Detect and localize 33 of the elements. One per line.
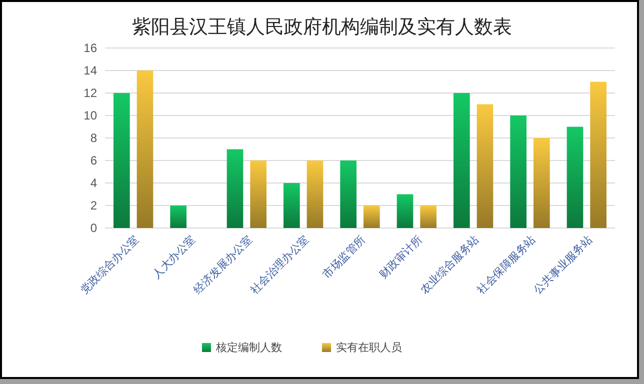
y-tick-label: 14 (84, 64, 98, 78)
bar (364, 206, 380, 228)
bar (306, 160, 324, 228)
bar (396, 194, 414, 228)
y-tick-label: 8 (90, 131, 98, 145)
y-tick-label: 10 (84, 108, 98, 122)
bar (284, 183, 300, 228)
bar (250, 160, 266, 228)
bar (136, 70, 154, 228)
x-tick-label: 市场监管所 (320, 232, 368, 282)
bar (226, 149, 244, 228)
bar (590, 82, 606, 228)
x-tick-label: 人大办公室 (150, 232, 198, 282)
chart-title: 紫阳县汉王镇人民政府机构编制及实有人数表 (132, 16, 512, 38)
x-tick-label: 党政综合办公室 (78, 232, 142, 297)
bar (476, 104, 494, 228)
bar (114, 93, 130, 228)
bar (340, 160, 356, 228)
bar (566, 126, 584, 228)
bar (420, 206, 436, 228)
y-tick-label: 6 (90, 154, 98, 168)
bar (534, 138, 550, 228)
y-tick-label: 0 (90, 221, 98, 235)
bar (510, 116, 526, 228)
bar (454, 93, 470, 228)
x-tick-label: 财政审计所 (376, 232, 425, 282)
y-tick-label: 16 (84, 41, 98, 55)
bar (170, 206, 186, 228)
legend-label: 核定编制人数 (215, 341, 282, 354)
legend-label: 实有在职人员 (336, 341, 402, 354)
y-tick-label: 2 (90, 198, 98, 212)
y-tick-label: 4 (90, 176, 98, 190)
y-tick-label: 12 (84, 86, 98, 100)
